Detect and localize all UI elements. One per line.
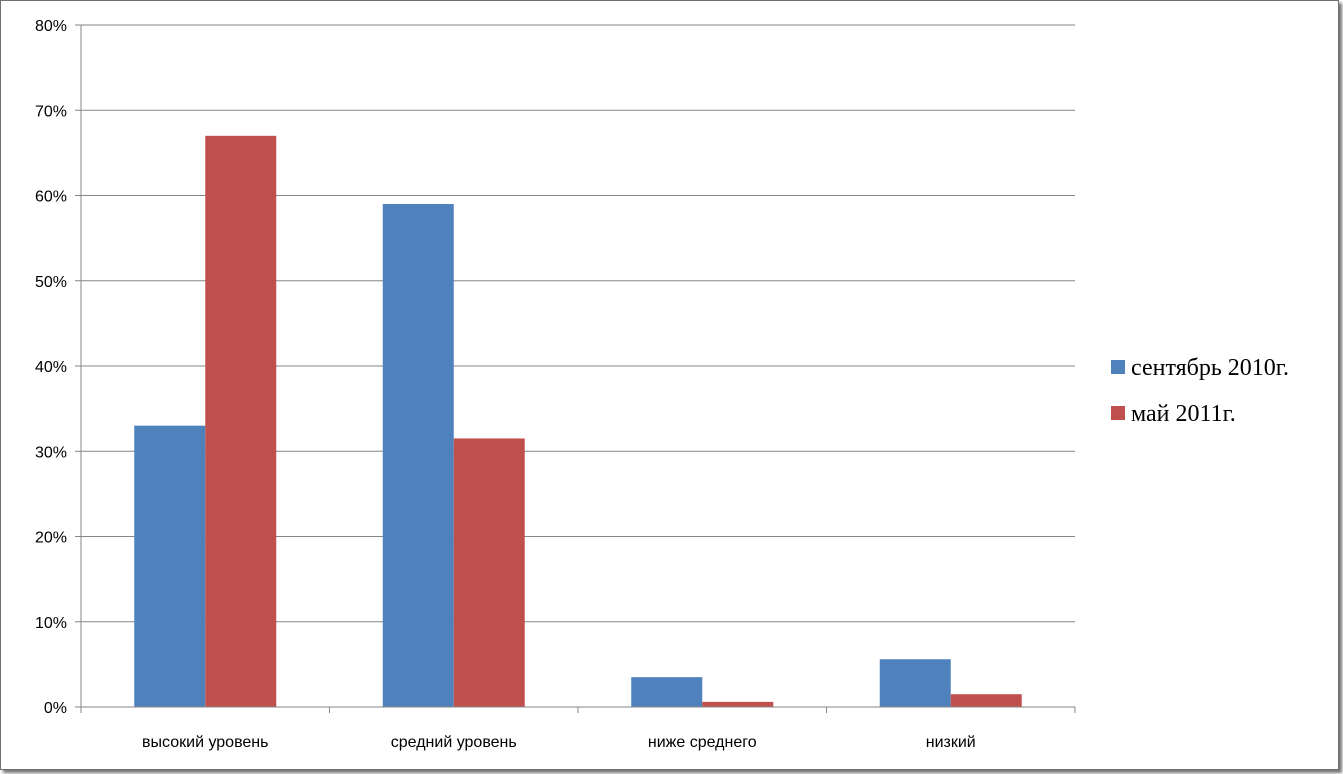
y-tick-label: 0%: [44, 700, 67, 717]
legend: сентябрь 2010г. май 2011г.: [1111, 355, 1289, 427]
legend-label: сентябрь 2010г.: [1131, 355, 1289, 381]
y-tick-label: 70%: [35, 103, 67, 120]
y-tick-label: 40%: [35, 359, 67, 376]
bars: [134, 135, 1022, 707]
x-category-label: средний уровень: [391, 734, 517, 751]
y-tick-label: 20%: [35, 530, 67, 547]
y-tick-label: 10%: [35, 615, 67, 632]
x-category-label: низкий: [926, 734, 976, 751]
bar: [702, 701, 774, 707]
bar: [453, 438, 525, 707]
y-tick-label: 30%: [35, 444, 67, 461]
legend-swatch: [1111, 360, 1125, 374]
y-tick-label: 60%: [35, 189, 67, 206]
bar: [950, 694, 1022, 707]
axes: 0% 10% 20% 30% 40% 50% 60% 70% 80% высокий уровен…: [35, 18, 1076, 751]
bar: [631, 677, 703, 707]
y-tick-label: 80%: [35, 18, 67, 35]
legend-swatch: [1111, 406, 1125, 420]
x-category-label: ниже среднего: [648, 734, 757, 751]
x-category-label: высокий уровень: [142, 734, 268, 751]
legend-label: май 2011г.: [1131, 401, 1236, 427]
bar: [205, 135, 277, 707]
y-tick-label: 50%: [35, 274, 67, 291]
bar: [879, 659, 951, 707]
bar: [382, 204, 454, 707]
bar: [134, 425, 206, 707]
